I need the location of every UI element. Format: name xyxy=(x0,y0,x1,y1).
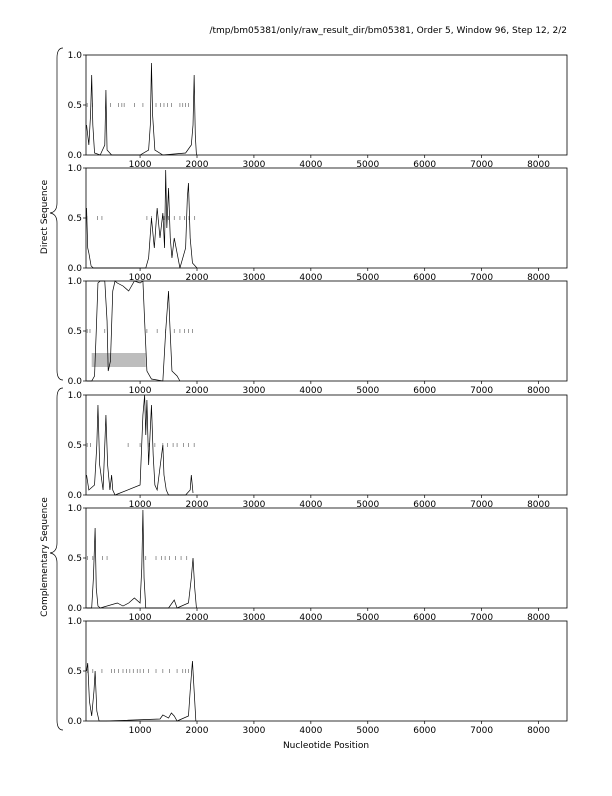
y-tick-label: 0.5 xyxy=(68,327,82,337)
x-tick-label: 8000 xyxy=(527,613,550,623)
y-tick-label: 1.0 xyxy=(68,391,83,401)
x-tick-label: 3000 xyxy=(242,726,265,736)
y-tick-label: 0.5 xyxy=(68,554,82,564)
x-tick-label: 5000 xyxy=(356,160,379,170)
x-tick-label: 4000 xyxy=(299,273,322,283)
x-tick-label: 4000 xyxy=(299,386,322,396)
y-tick-label: 1.0 xyxy=(68,51,83,61)
x-tick-label: 8000 xyxy=(527,273,550,283)
x-tick-label: 6000 xyxy=(413,386,436,396)
group-label: Complementary Sequence xyxy=(40,497,50,617)
plot-frame xyxy=(85,507,568,609)
x-tick-label: 3000 xyxy=(242,386,265,396)
x-tick-label: 7000 xyxy=(470,160,493,170)
x-tick-label: 7000 xyxy=(470,500,493,510)
x-tick-label: 6000 xyxy=(413,726,436,736)
plot-frame xyxy=(85,620,568,722)
x-tick-label: 2000 xyxy=(186,500,209,510)
x-tick-label: 3000 xyxy=(242,500,265,510)
score-line xyxy=(86,660,197,722)
x-tick-label: 2000 xyxy=(186,386,209,396)
brace xyxy=(49,387,64,731)
x-tick-label: 1000 xyxy=(129,160,152,170)
y-tick-label: 1.0 xyxy=(68,164,83,174)
x-tick-label: 6000 xyxy=(413,500,436,510)
x-tick-label: 8000 xyxy=(527,500,550,510)
y-tick-label: 0.0 xyxy=(68,151,83,161)
x-tick-label: 8000 xyxy=(527,160,550,170)
score-line xyxy=(86,280,181,382)
x-tick-label: 2000 xyxy=(186,613,209,623)
x-tick-label: 4000 xyxy=(299,160,322,170)
x-axis-label: Nucleotide Position xyxy=(283,741,369,751)
title: /tmp/bm05381/only/raw_result_dir/bm05381… xyxy=(209,26,567,36)
x-tick-label: 6000 xyxy=(413,160,436,170)
x-tick-label: 7000 xyxy=(470,273,493,283)
x-tick-label: 6000 xyxy=(413,613,436,623)
y-tick-label: 0.5 xyxy=(68,667,82,677)
x-tick-label: 7000 xyxy=(470,386,493,396)
x-tick-label: 2000 xyxy=(186,273,209,283)
x-tick-label: 1000 xyxy=(129,613,152,623)
gene-region xyxy=(91,353,146,367)
y-tick-label: 1.0 xyxy=(68,504,83,514)
x-tick-label: 2000 xyxy=(186,160,209,170)
x-tick-label: 5000 xyxy=(356,500,379,510)
x-tick-label: 3000 xyxy=(242,273,265,283)
y-tick-label: 0.0 xyxy=(68,264,83,274)
x-tick-label: 3000 xyxy=(242,613,265,623)
x-tick-label: 7000 xyxy=(470,613,493,623)
x-tick-label: 5000 xyxy=(356,613,379,623)
x-tick-label: 1000 xyxy=(129,273,152,283)
x-tick-label: 4000 xyxy=(299,726,322,736)
y-tick-label: 0.0 xyxy=(68,717,83,727)
y-tick-label: 0.5 xyxy=(68,441,82,451)
y-tick-label: 0.5 xyxy=(68,214,82,224)
y-tick-label: 1.0 xyxy=(68,277,83,287)
group-label: Direct Sequence xyxy=(40,179,50,254)
x-tick-label: 1000 xyxy=(129,500,152,510)
x-tick-label: 8000 xyxy=(527,386,550,396)
x-tick-label: 7000 xyxy=(470,726,493,736)
x-tick-label: 8000 xyxy=(527,726,550,736)
plot-frame xyxy=(85,54,568,156)
x-tick-label: 6000 xyxy=(413,273,436,283)
y-tick-label: 1.0 xyxy=(68,617,83,627)
y-tick-label: 0.0 xyxy=(68,491,83,501)
x-tick-label: 5000 xyxy=(356,726,379,736)
x-tick-label: 1000 xyxy=(129,386,152,396)
x-tick-label: 4000 xyxy=(299,613,322,623)
x-tick-label: 2000 xyxy=(186,726,209,736)
score-line xyxy=(86,62,197,156)
y-tick-label: 0.0 xyxy=(68,377,83,387)
score-line xyxy=(86,169,198,269)
y-tick-label: 0.0 xyxy=(68,604,83,614)
x-tick-label: 3000 xyxy=(242,160,265,170)
brace xyxy=(49,47,64,381)
y-tick-label: 0.5 xyxy=(68,101,82,111)
x-tick-label: 4000 xyxy=(299,500,322,510)
score-line xyxy=(86,509,197,609)
plot-frame xyxy=(85,280,568,382)
score-line xyxy=(86,394,194,496)
x-tick-label: 5000 xyxy=(356,273,379,283)
x-tick-label: 1000 xyxy=(129,726,152,736)
x-tick-label: 5000 xyxy=(356,386,379,396)
